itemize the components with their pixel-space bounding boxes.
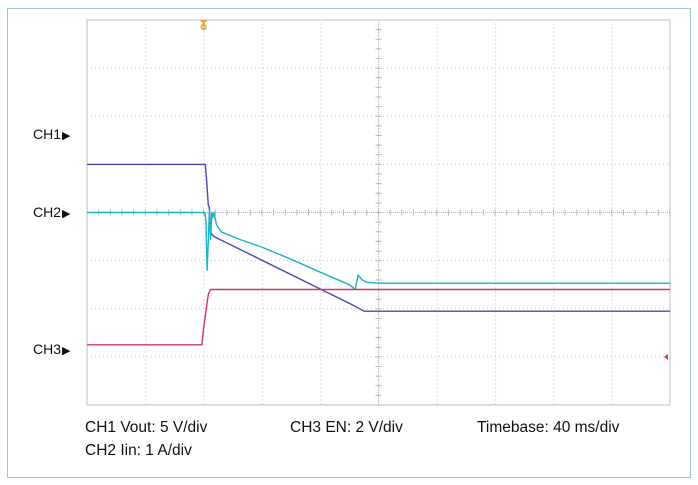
ch1-arrow-icon: ▶	[62, 130, 71, 142]
trace-ch2	[87, 209, 670, 291]
ch2-arrow-icon: ▶	[62, 208, 71, 220]
ch1-label: CH1▶	[33, 126, 71, 142]
trace-ch3	[87, 288, 670, 346]
caption-timebase: Timebase: 40 ms/div	[477, 419, 620, 436]
ch2-label: CH2▶	[33, 204, 71, 220]
caption-ch2: CH2 Iin: 1 A/div	[85, 442, 192, 459]
ch3-arrow-icon: ▶	[62, 345, 71, 357]
ch3-side-marker-icon	[664, 353, 668, 360]
trigger-marker-dot	[200, 23, 207, 31]
caption-ch1: CH1 Vout: 5 V/div	[85, 419, 208, 436]
caption-ch3: CH3 EN: 2 V/div	[290, 419, 403, 436]
oscilloscope-frame	[7, 8, 691, 478]
ch3-label: CH3▶	[33, 341, 71, 357]
